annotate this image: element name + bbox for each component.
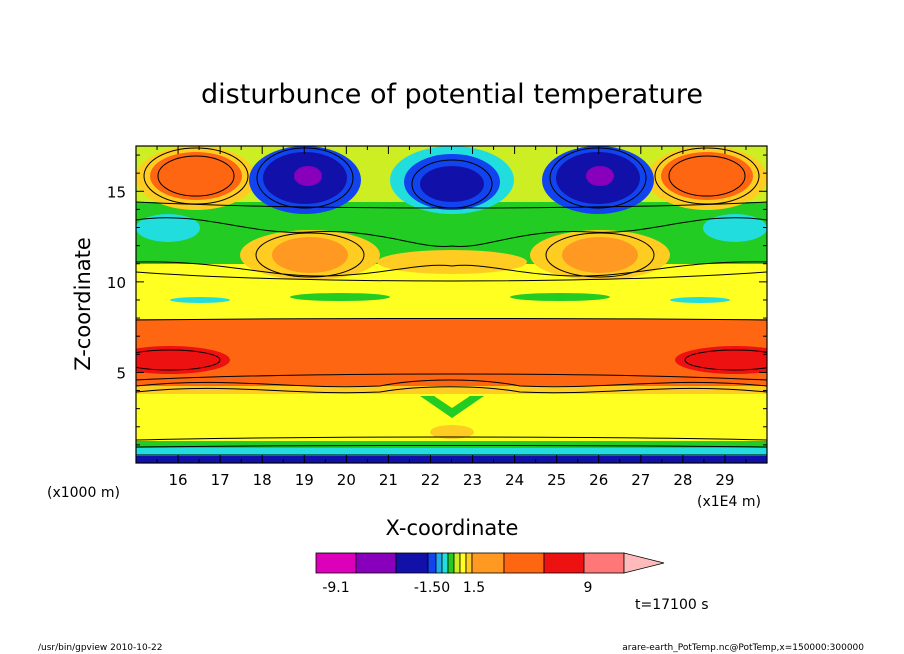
- y-axis-label: Z-coordinate: [71, 237, 95, 371]
- cell-cold-left-min: [294, 166, 322, 186]
- colorbar-swatch: [427, 552, 437, 574]
- feature-green-v: [420, 396, 484, 418]
- y-tick-label: 15: [107, 183, 126, 201]
- colorbar-swatch: [435, 552, 443, 574]
- x-unit-label: (x1000 m): [47, 485, 120, 501]
- colorbar-label: 1.5: [463, 580, 485, 596]
- time-label: t=17100 s: [635, 597, 709, 613]
- streak-cyan-right: [670, 297, 730, 303]
- band-mid-orange: [136, 318, 767, 386]
- footer-right: arare-earth_PotTemp.nc@PotTemp,x=150000:…: [622, 643, 864, 653]
- x-tick-label: 19: [295, 471, 314, 489]
- y-axis: 5 10 15: [107, 154, 767, 446]
- colorbar-label: 9: [584, 580, 593, 596]
- patch-cyan-left: [136, 214, 200, 242]
- streak-green-mid: [290, 293, 390, 301]
- patch-cyan-right: [703, 214, 767, 242]
- colorbar-swatch: [583, 552, 625, 574]
- x-tick-label: 21: [379, 471, 398, 489]
- colorbar-swatch: [453, 552, 461, 574]
- x-axis-label: X-coordinate: [386, 516, 519, 540]
- band-low-green: [136, 440, 767, 448]
- blob-orange-mid: [377, 250, 527, 274]
- colorbar: -9.1 -1.50 1.5 9: [315, 552, 665, 596]
- x-tick-label: 23: [463, 471, 482, 489]
- x-tick-label: 27: [631, 471, 650, 489]
- band-lower-orange: [136, 385, 767, 394]
- colorbar-swatch: [543, 552, 585, 574]
- x-tick-label: 24: [505, 471, 524, 489]
- cell-cold-right-min: [586, 166, 614, 186]
- colorbar-swatch: [315, 552, 357, 574]
- streak-green-mid2: [510, 293, 610, 301]
- blob-orange-right-core: [562, 237, 638, 273]
- colorbar-swatch: [447, 552, 455, 574]
- colorbar-swatch: [459, 552, 467, 574]
- y-tick-label: 5: [116, 364, 126, 382]
- x-tick-label: 16: [169, 471, 188, 489]
- colorbar-swatch: [355, 552, 397, 574]
- x-tick-label: 22: [421, 471, 440, 489]
- streak-cyan-left: [170, 297, 230, 303]
- colorbar-swatch: [503, 552, 545, 574]
- blob-orange-left-core: [272, 237, 348, 273]
- x-tick-label: 29: [715, 471, 734, 489]
- contour-rings: [136, 147, 767, 371]
- x-tick-label: 18: [253, 471, 272, 489]
- feature-orange-bottom: [430, 425, 474, 439]
- y-tick-label: 10: [107, 274, 126, 292]
- x-scale-note: (x1E4 m): [697, 494, 761, 510]
- cell-warm-right-core: [661, 152, 753, 200]
- footer-left: /usr/bin/gpview 2010-10-22: [38, 643, 162, 653]
- x-tick-label: 20: [337, 471, 356, 489]
- x-tick-label: 25: [547, 471, 566, 489]
- contour-field: [136, 146, 767, 463]
- colorbar-label: -1.50: [414, 580, 450, 596]
- colorbar-extend-arrow: [623, 552, 665, 574]
- x-tick-label: 17: [211, 471, 230, 489]
- cell-warm-left-core: [150, 152, 242, 200]
- colorbar-swatch: [441, 552, 449, 574]
- contour-lines: [136, 201, 767, 456]
- colorbar-swatch: [465, 552, 473, 574]
- colorbar-label: -9.1: [322, 580, 349, 596]
- band-low-cyan: [136, 447, 767, 456]
- x-axis: 16 17 18 19 20 21 22 23 24 25 26 27 28 29: [156, 146, 747, 489]
- colorbar-swatch: [471, 552, 505, 574]
- x-tick-label: 26: [589, 471, 608, 489]
- cell-cold-mid-core: [420, 166, 484, 202]
- chart-title: disturbunce of potential temperature: [201, 79, 703, 110]
- colorbar-swatch: [395, 552, 429, 574]
- x-tick-label: 28: [673, 471, 692, 489]
